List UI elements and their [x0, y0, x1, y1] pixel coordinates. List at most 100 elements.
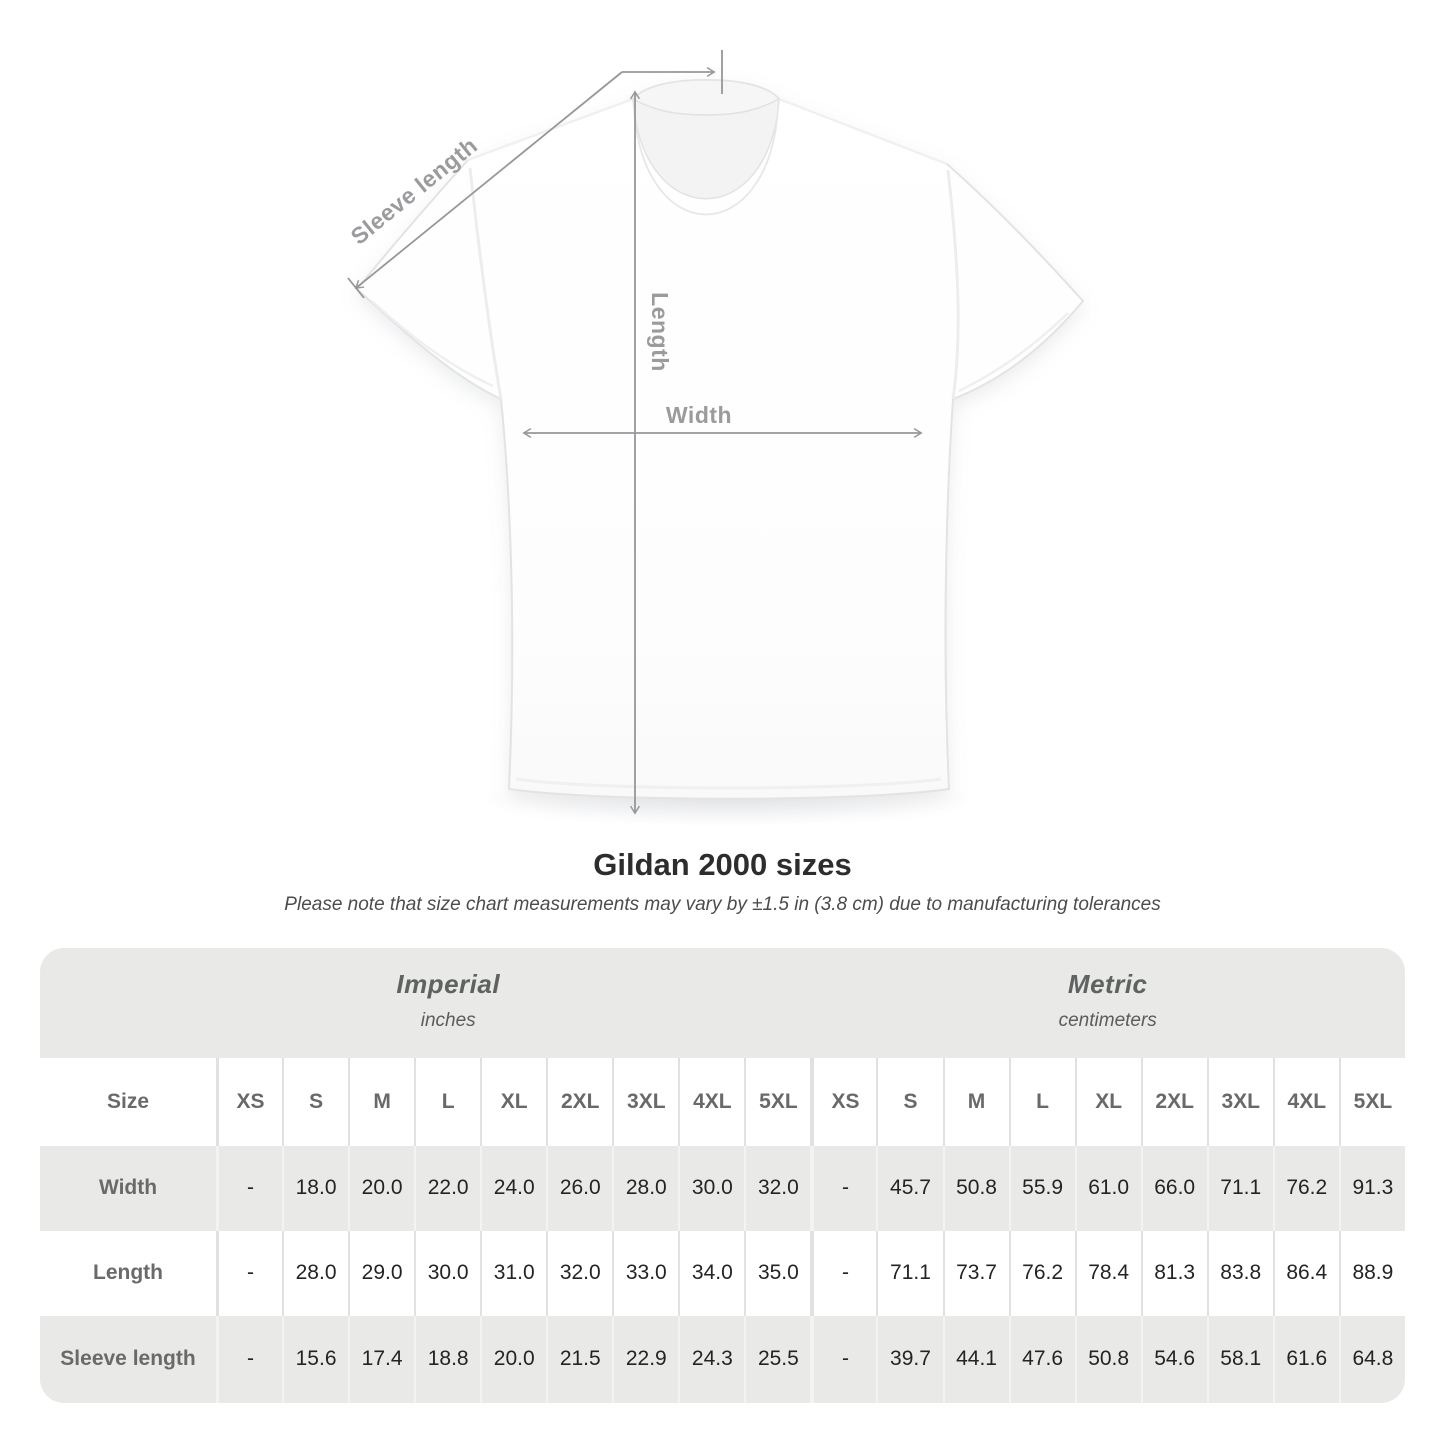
metric-unit-header: Metric centimeters — [810, 948, 1405, 1058]
metric-value-cell: 78.4 — [1074, 1231, 1141, 1316]
imperial-value-cell: - — [216, 1316, 282, 1403]
metric-value-cell: 47.6 — [1008, 1316, 1075, 1403]
imperial-value-cell: 28.0 — [612, 1146, 678, 1231]
metric-value-cell: 83.8 — [1206, 1231, 1273, 1316]
imperial-value-cell: 31.0 — [480, 1231, 546, 1316]
metric-value-cell: 86.4 — [1272, 1231, 1339, 1316]
imperial-value-cell: 29.0 — [348, 1231, 414, 1316]
imperial-value-cell: 22.9 — [612, 1316, 678, 1403]
measurement-row-sleeve-length: Sleeve length -15.6 17.4 18.8 20.0 21.5 22.9 24… — [40, 1316, 1405, 1403]
row-label-length: Length — [93, 1261, 163, 1285]
dimension-lines — [347, 50, 923, 815]
imperial-value-cell: 20.0 — [480, 1316, 546, 1403]
sleeve-length-arrow — [354, 71, 623, 290]
metric-unit-sublabel: centimeters — [1058, 1009, 1157, 1031]
metric-value-cell: 45.7 — [876, 1146, 942, 1231]
imperial-value-cell: - — [216, 1146, 282, 1231]
row-label-sleeve-length: Sleeve length — [60, 1347, 196, 1371]
imperial-unit-header: Imperial inches — [40, 948, 811, 1058]
imperial-unit-title: Imperial — [396, 969, 501, 999]
metric-value-cell: - — [810, 1316, 876, 1403]
imperial-value-cell: - — [216, 1231, 282, 1316]
imperial-value-cell: 18.0 — [282, 1146, 348, 1231]
metric-value-cell: 76.2 — [1008, 1231, 1075, 1316]
tshirt-graphic — [356, 79, 1084, 826]
size-header-row: Size XS S M L XL 2XL 3XL 4XL 5XL XS S M L XL 2XL 3XL 4XL 5… — [40, 1058, 1405, 1146]
size-header-imperial-m: M — [348, 1058, 414, 1146]
size-table: Imperial inches Metric centimeters Size XS S M L… — [40, 948, 1405, 1403]
size-column-header: Size — [106, 1089, 150, 1113]
size-header-imperial-5xl: 5XL — [744, 1058, 810, 1146]
imperial-value-cell: 33.0 — [612, 1231, 678, 1316]
metric-value-cell: 44.1 — [942, 1316, 1009, 1403]
size-header-imperial-2xl: 2XL — [546, 1058, 612, 1146]
metric-value-cell: 55.9 — [1008, 1146, 1075, 1231]
size-header-imperial-3xl: 3XL — [612, 1058, 678, 1146]
metric-value-cell: 61.0 — [1074, 1146, 1141, 1231]
size-chart-title: Gildan 2000 sizes — [593, 847, 852, 882]
metric-value-cell: 66.0 — [1140, 1146, 1207, 1231]
size-header-metric-xl: XL — [1074, 1058, 1141, 1146]
tshirt-body — [356, 79, 1084, 800]
imperial-value-cell: 26.0 — [546, 1146, 612, 1231]
size-header-imperial-l: L — [414, 1058, 480, 1146]
metric-value-cell: 71.1 — [1206, 1146, 1273, 1231]
collar-neck-opening — [632, 97, 780, 200]
units-band-row: Imperial inches Metric centimeters — [40, 948, 1405, 1058]
imperial-unit-sublabel: inches — [420, 1009, 476, 1031]
size-header-metric-2xl: 2XL — [1140, 1058, 1207, 1146]
collar-seam-stitch — [633, 107, 779, 216]
size-header-imperial-xl: XL — [480, 1058, 546, 1146]
imperial-value-cell: 20.0 — [348, 1146, 414, 1231]
imperial-value-cell: 30.0 — [678, 1146, 744, 1231]
length-label: Length — [647, 292, 673, 372]
metric-value-cell: 91.3 — [1338, 1146, 1405, 1231]
imperial-value-cell: 30.0 — [414, 1231, 480, 1316]
size-table-container: Imperial inches Metric centimeters Size XS S M L… — [40, 948, 1405, 1403]
metric-value-cell: 88.9 — [1338, 1231, 1405, 1316]
metric-value-cell: 81.3 — [1140, 1231, 1207, 1316]
sleeve-length-end-tick — [347, 277, 365, 299]
metric-value-cell: 73.7 — [942, 1231, 1009, 1316]
size-header-imperial-s: S — [282, 1058, 348, 1146]
metric-value-cell: 58.1 — [1206, 1316, 1273, 1403]
row-label-width: Width — [98, 1176, 158, 1200]
metric-value-cell: - — [810, 1231, 876, 1316]
width-label: Width — [666, 402, 732, 428]
metric-value-cell: 39.7 — [876, 1316, 942, 1403]
size-header-metric-4xl: 4XL — [1272, 1058, 1339, 1146]
imperial-value-cell: 18.8 — [414, 1316, 480, 1403]
metric-value-cell: 76.2 — [1272, 1146, 1339, 1231]
imperial-value-cell: 25.5 — [744, 1316, 810, 1403]
fabric-creases — [371, 167, 1069, 790]
size-header-metric-m: M — [942, 1058, 1009, 1146]
imperial-value-cell: 15.6 — [282, 1316, 348, 1403]
imperial-value-cell: 24.0 — [480, 1146, 546, 1231]
metric-unit-title: Metric — [1067, 969, 1148, 999]
metric-value-cell: 61.6 — [1272, 1316, 1339, 1403]
size-header-imperial-xs: XS — [216, 1058, 282, 1146]
measurement-row-length: Length -28.0 29.0 30.0 31.0 32.0 33.0 34.0 35.0-… — [40, 1231, 1405, 1316]
imperial-value-cell: 34.0 — [678, 1231, 744, 1316]
imperial-value-cell: 17.4 — [348, 1316, 414, 1403]
measurement-row-width: Width -18.0 20.0 22.0 24.0 26.0 28.0 30.0 32.0-4… — [40, 1146, 1405, 1231]
size-header-metric-xs: XS — [810, 1058, 876, 1146]
imperial-value-cell: 28.0 — [282, 1231, 348, 1316]
size-header-metric-s: S — [876, 1058, 942, 1146]
size-header-metric-l: L — [1008, 1058, 1075, 1146]
imperial-value-cell: 22.0 — [414, 1146, 480, 1231]
size-header-metric-3xl: 3XL — [1206, 1058, 1273, 1146]
size-header-imperial-4xl: 4XL — [678, 1058, 744, 1146]
tshirt-measurement-diagram: Sleeve length Length Width — [346, 50, 1084, 826]
size-header-metric-5xl: 5XL — [1338, 1058, 1405, 1146]
size-chart-tolerance-note: Please note that size chart measurements… — [284, 894, 1161, 915]
imperial-value-cell: 21.5 — [546, 1316, 612, 1403]
imperial-value-cell: 35.0 — [744, 1231, 810, 1316]
metric-value-cell: 50.8 — [942, 1146, 1009, 1231]
imperial-value-cell: 32.0 — [546, 1231, 612, 1316]
metric-value-cell: 50.8 — [1074, 1316, 1141, 1403]
metric-value-cell: 64.8 — [1338, 1316, 1405, 1403]
metric-value-cell: 54.6 — [1140, 1316, 1207, 1403]
imperial-value-cell: 24.3 — [678, 1316, 744, 1403]
